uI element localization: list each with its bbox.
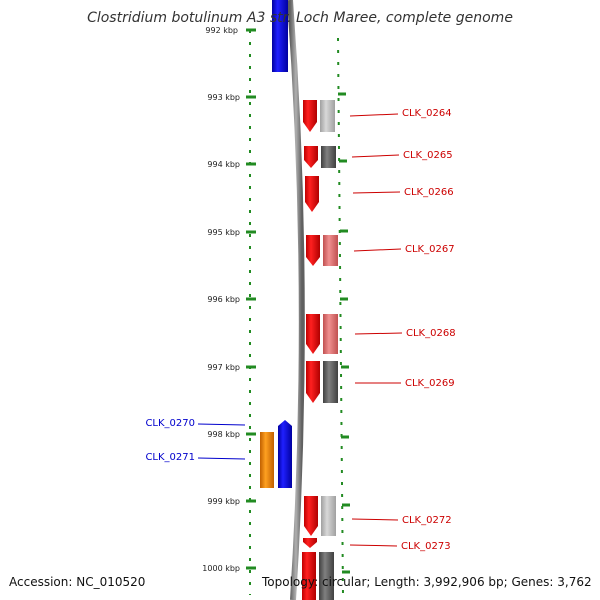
gene-label[interactable]: CLK_0272 [402, 515, 452, 526]
gene-label[interactable]: CLK_0265 [403, 150, 453, 161]
gene-CLK_0265[interactable] [304, 146, 336, 168]
accession-label: Accession: NC_010520 [9, 575, 146, 589]
right-tick-column [337, 37, 344, 596]
gene-label[interactable]: CLK_0269 [405, 378, 455, 389]
gene-label[interactable]: CLK_0271 [145, 452, 195, 463]
gene-label[interactable]: CLK_0270 [145, 418, 195, 429]
gene-label[interactable]: CLK_0273 [401, 541, 451, 552]
gene-CLK_0266[interactable] [305, 176, 319, 212]
gene-CLK_0269[interactable] [306, 361, 338, 403]
gene-label[interactable]: CLK_0268 [406, 328, 456, 339]
right-gene-labels: CLK_0264 CLK_0265 CLK_0266 CLK_0267 CLK_… [401, 108, 456, 552]
right-major-ticks [338, 92, 350, 574]
gene-label[interactable]: CLK_0264 [402, 108, 452, 119]
major-ticks [246, 28, 256, 570]
left-leader-lines [197, 423, 246, 460]
gene-CLK_0271[interactable] [260, 432, 274, 488]
scale-label: 1000 kbp [202, 564, 240, 573]
gene-label[interactable]: CLK_0266 [404, 187, 454, 198]
scale-label: 993 kbp [207, 93, 240, 102]
scale-label: 996 kbp [207, 295, 240, 304]
genome-backbone [287, 0, 305, 600]
gene-CLK_0270[interactable] [278, 420, 292, 488]
scale-label: 997 kbp [207, 363, 240, 372]
right-leader-lines [349, 113, 403, 547]
gene-CLK_0264[interactable] [303, 100, 335, 132]
gene-CLK_0273[interactable] [303, 538, 317, 548]
scale-label: 999 kbp [207, 497, 240, 506]
gene-label[interactable]: CLK_0267 [405, 244, 455, 255]
genome-title: Clostridium botulinum A3 str. Loch Maree… [87, 10, 513, 26]
gene-CLK_0272[interactable] [304, 496, 336, 536]
scale-label: 998 kbp [207, 430, 240, 439]
scale-labels: 992 kbp 993 kbp 994 kbp 995 kbp 996 kbp … [202, 26, 240, 573]
gene-blue-top[interactable] [272, 0, 288, 72]
gene-CLK_0267[interactable] [306, 235, 338, 266]
scale-label: 994 kbp [207, 160, 240, 169]
left-gene-labels: CLK_0270 CLK_0271 [145, 418, 195, 463]
scale-label: 995 kbp [207, 228, 240, 237]
topology-label: Topology: circular; Length: 3,992,906 bp… [262, 575, 592, 589]
scale-label: 992 kbp [205, 26, 238, 35]
gene-CLK_0268[interactable] [306, 314, 338, 354]
gene-bottom[interactable] [302, 552, 334, 600]
